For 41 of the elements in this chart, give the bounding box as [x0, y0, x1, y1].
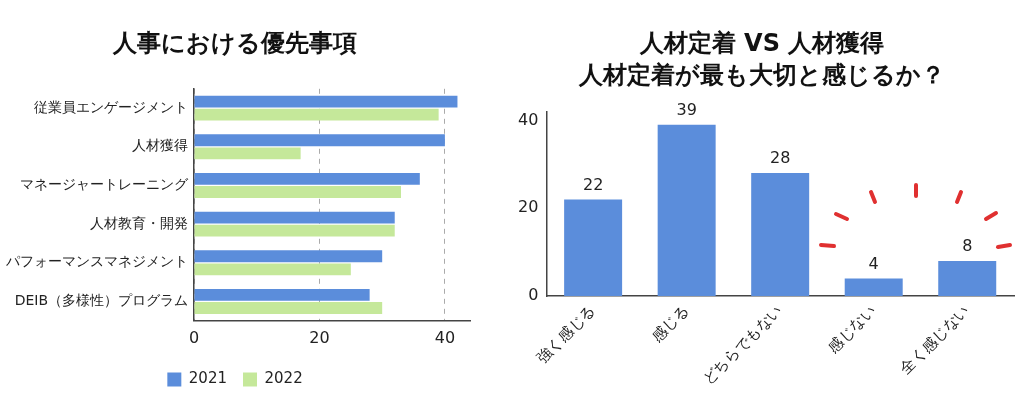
legend-label: 2022 [264, 369, 303, 388]
bar [194, 302, 383, 314]
x-tick-label: どちらでもない [698, 301, 786, 389]
data-label: 8 [962, 236, 973, 256]
y-tick-label: DEIB（多様性）プログラム [14, 292, 188, 309]
bar [751, 173, 810, 297]
data-label: 28 [770, 148, 791, 168]
bar [194, 186, 401, 198]
bar [194, 108, 439, 121]
bar [194, 288, 370, 301]
chart-subtitle: 人材定着が最も大切と感じるか？ [578, 61, 945, 90]
bar [844, 278, 903, 297]
data-label: 39 [676, 99, 697, 119]
x-tick-label: 20 [309, 327, 330, 347]
bar [564, 199, 623, 297]
data-label: 22 [582, 174, 604, 194]
bar [194, 263, 351, 276]
bar [657, 124, 716, 297]
bar [194, 250, 383, 263]
y-tick-label: 人材獲得 [132, 137, 188, 154]
bar [194, 134, 445, 147]
legend-label: 2021 [188, 369, 228, 388]
data-label: 4 [868, 253, 879, 273]
y-tick-label: 40 [518, 109, 539, 129]
bar [194, 95, 458, 108]
chart-title: 人事における優先事項 [112, 28, 357, 57]
y-tick-label: 人材教育・開発 [90, 214, 188, 231]
y-tick-label: パフォーマンスマネジメント [5, 253, 188, 270]
bar [194, 147, 301, 160]
y-tick-label: マネージャートレーニング [20, 176, 189, 193]
chart-title: 人材定着 VS 人材獲得 [638, 28, 885, 57]
x-tick-label: 40 [434, 327, 456, 347]
bar [938, 260, 997, 297]
x-tick-label: 感じない [824, 301, 880, 357]
y-tick-label: 従業員エンゲージメント [34, 98, 188, 115]
y-tick-label: 20 [518, 197, 539, 217]
bar [194, 211, 395, 224]
x-tick-label: 感じる [647, 301, 693, 346]
bar [194, 224, 395, 237]
bar [194, 172, 420, 185]
x-tick-label: 全く感じない [896, 301, 973, 378]
